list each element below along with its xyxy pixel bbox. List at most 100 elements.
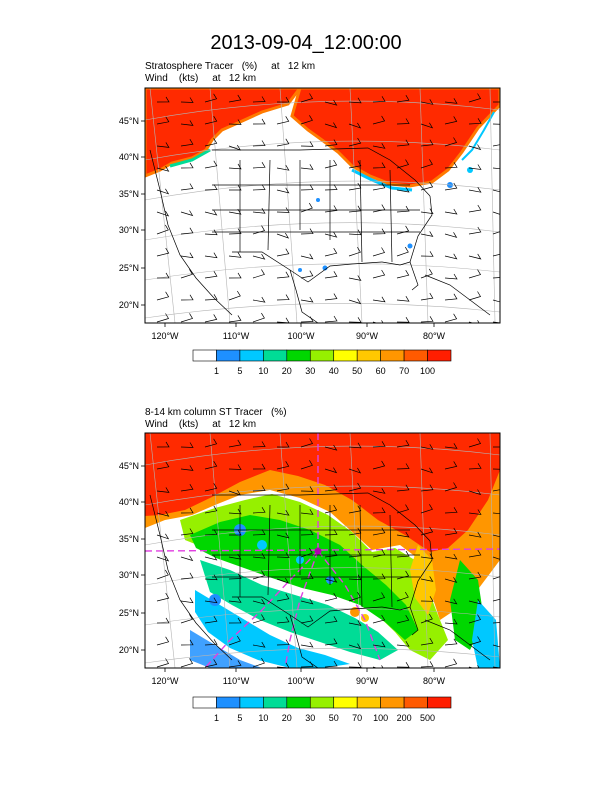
wind-barb (180, 528, 194, 536)
lon-label: 120°W (151, 676, 179, 686)
wind-barb (348, 205, 362, 213)
wind-barb (276, 207, 290, 213)
wind-barb (252, 118, 266, 125)
wind-barb (276, 461, 290, 470)
wind-barb (228, 144, 242, 151)
wind-barb (396, 95, 410, 103)
colorbar-label: 500 (420, 713, 435, 723)
wind-barb (444, 638, 458, 646)
wind-barb (372, 527, 386, 536)
wind-barb (204, 314, 218, 323)
wind-barb (300, 253, 314, 260)
wind-barb (204, 229, 218, 236)
wind-barb (276, 639, 290, 646)
wind-barb (396, 484, 410, 492)
wind-barb (252, 184, 266, 191)
colorbar-label: 60 (376, 366, 386, 376)
wind-barb (348, 137, 362, 147)
wind-barb (420, 292, 434, 301)
wind-barb (444, 527, 458, 536)
wind-barb (444, 116, 458, 125)
wind-barb (228, 660, 242, 668)
wind-barb (444, 598, 458, 605)
wind-barb (204, 505, 218, 514)
wind-barb (396, 296, 410, 302)
wind-barb (156, 291, 170, 301)
wind-barb (228, 290, 241, 301)
wind-barb (348, 467, 362, 474)
wind-barb (372, 573, 386, 580)
wind-barb (156, 555, 170, 562)
wind-barb (228, 464, 242, 470)
wind-barb (348, 122, 362, 129)
wind-barb (396, 246, 409, 257)
wind-barb (276, 483, 290, 492)
wind-barb (276, 271, 290, 279)
wind-barb (276, 232, 290, 239)
wind-barb (492, 123, 500, 125)
wind-barb (300, 661, 314, 668)
wind-barb (372, 488, 386, 494)
wind-barb (372, 507, 386, 514)
colorbar-swatch (333, 349, 358, 362)
panel2-map (144, 432, 501, 669)
wind-barb (324, 504, 338, 514)
wind-barb (372, 641, 386, 648)
wind-barb (300, 141, 314, 147)
wind-barb (372, 614, 386, 624)
wind-barb (180, 484, 194, 492)
wind-barb (228, 119, 242, 125)
wind-barb (444, 553, 458, 560)
wind-barb (420, 596, 434, 602)
wind-barb (180, 555, 194, 562)
wind-barb (228, 489, 242, 496)
wind-barb (300, 486, 314, 492)
wind-barb (228, 635, 241, 646)
wind-barb (180, 162, 194, 169)
colorbar-swatch (427, 696, 452, 709)
wind-barb (348, 229, 362, 236)
wind-barb (180, 614, 193, 624)
colorbar-label: 50 (352, 366, 362, 376)
wind-barb (324, 550, 338, 558)
wind-barb (252, 312, 265, 323)
wind-barb (204, 271, 218, 279)
wind-barb (276, 138, 290, 147)
lon-label: 90°W (356, 676, 379, 686)
wind-barb (204, 184, 218, 191)
colorbar-swatch (239, 696, 264, 709)
wind-barb (156, 511, 170, 517)
wind-barb (276, 116, 290, 125)
wind-barb (492, 534, 500, 538)
wind-barb (156, 461, 170, 470)
wind-barb (348, 482, 362, 492)
wind-barb (468, 665, 480, 668)
wind-barb (396, 205, 410, 213)
wind-barb (204, 209, 218, 216)
wind-barb (228, 553, 242, 560)
wind-barb (420, 576, 434, 582)
page-title: 2013-09-04_12:00:00 (210, 32, 402, 54)
lat-label: 35°N (119, 189, 139, 199)
wind-barb (468, 532, 482, 538)
wind-barb (204, 138, 218, 147)
wind-barb (300, 641, 314, 648)
colorbar-swatch (286, 349, 311, 362)
wind-barb (204, 438, 218, 448)
wind-barb (324, 231, 338, 238)
wind-barb (180, 139, 194, 147)
wind-barb (396, 531, 410, 538)
lon-label: 80°W (423, 331, 446, 341)
colorbar-swatch (239, 349, 264, 362)
colorbar-swatch (216, 349, 241, 362)
wind-barb (180, 120, 194, 126)
wind-barb (396, 615, 410, 624)
wind-barb (372, 665, 384, 668)
wind-barb (324, 616, 338, 624)
wind-barb (372, 320, 384, 323)
colorbar-label: 30 (305, 713, 315, 723)
colorbar-label: 70 (399, 366, 409, 376)
wind-barb (228, 272, 242, 279)
wind-barb (156, 272, 170, 279)
wind-barb (228, 315, 242, 323)
